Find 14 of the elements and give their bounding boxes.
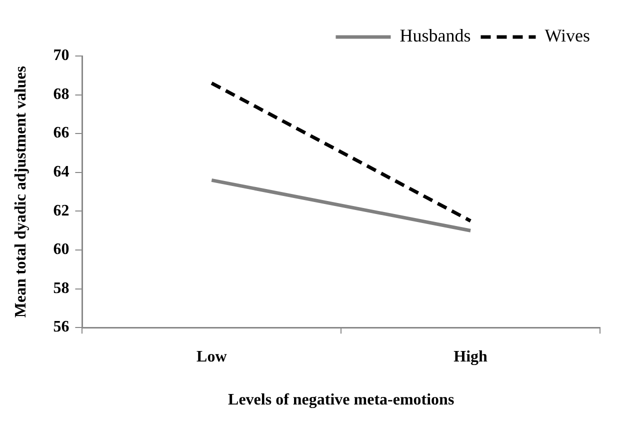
legend-label: Wives: [544, 26, 590, 46]
y-tick-label: 68: [53, 86, 70, 103]
y-tick-label: 62: [53, 202, 70, 220]
y-tick-label: 56: [53, 318, 70, 336]
y-axis-title: Mean total dyadic adjustment values: [12, 66, 30, 318]
y-tick-label: 64: [53, 164, 70, 181]
y-tick-label: 66: [53, 124, 70, 142]
y-tick-label: 58: [53, 280, 70, 297]
legend-label: Husbands: [400, 26, 471, 46]
y-tick-label: 70: [53, 47, 70, 64]
x-axis-title: Levels of negative meta-emotions: [228, 392, 454, 409]
x-tick-label: Low: [196, 348, 228, 366]
y-tick-label: 60: [53, 241, 70, 258]
x-tick-label: High: [454, 348, 488, 366]
